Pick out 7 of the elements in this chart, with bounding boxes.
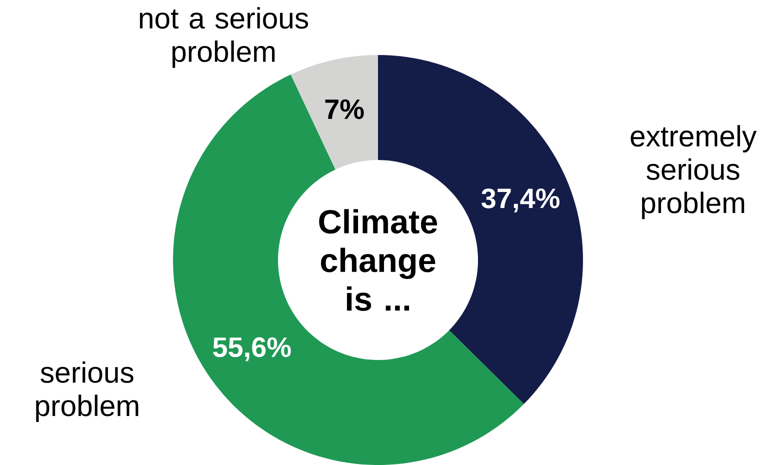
- data-label: 37,4%: [482, 188, 560, 212]
- slice-label: not a serious problem: [140, 7, 308, 68]
- slice-label: serious problem: [36, 361, 138, 422]
- data-label: 7%: [325, 99, 364, 120]
- data-label: 55,6%: [213, 337, 291, 362]
- slice-label: extremely serious problem: [630, 125, 757, 220]
- text: Climate change is ...: [319, 209, 438, 311]
